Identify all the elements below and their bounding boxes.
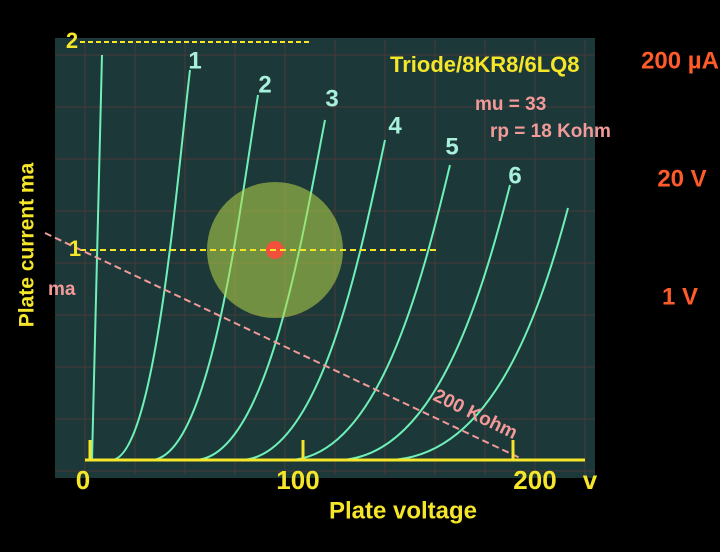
x-axis-label: Plate voltage — [329, 497, 477, 524]
plate-curve — [339, 184, 511, 461]
plate-curve — [289, 164, 451, 461]
y-axis-label: Plate current ma — [16, 162, 39, 327]
scale-voltage: 20 V — [657, 165, 706, 192]
curve-label: 4 — [388, 112, 402, 139]
x-tick-label: 0 — [76, 465, 90, 495]
plate-curve — [111, 69, 191, 461]
x-tick-label: 100 — [276, 465, 319, 495]
plate-curve — [151, 94, 259, 461]
scale-step: 1 V — [662, 283, 698, 310]
curve-label: 6 — [508, 162, 521, 189]
plate-curve — [91, 54, 103, 461]
plate-curve — [241, 139, 386, 461]
rp: rp = 18 Kohm — [490, 121, 611, 142]
top-mark: 2 — [66, 28, 78, 53]
plate-curve — [389, 207, 569, 461]
curve-label: 2 — [258, 71, 271, 98]
title: Triode/8KR8/6LQ8 — [390, 52, 580, 77]
x-tick-label: 200 — [513, 465, 556, 495]
curve-label: 3 — [325, 85, 338, 112]
y-unit: ma — [48, 279, 76, 300]
mu: mu = 33 — [475, 94, 546, 115]
x-unit: v — [583, 465, 598, 495]
curve-label: 1 — [188, 47, 201, 74]
plate-curves — [91, 54, 569, 461]
screen-grid — [55, 40, 595, 475]
mid-mark: 1 — [69, 236, 81, 261]
curve-label: 5 — [445, 133, 458, 160]
plate-curve — [195, 119, 326, 461]
scale-current: 200 µA — [641, 47, 719, 74]
